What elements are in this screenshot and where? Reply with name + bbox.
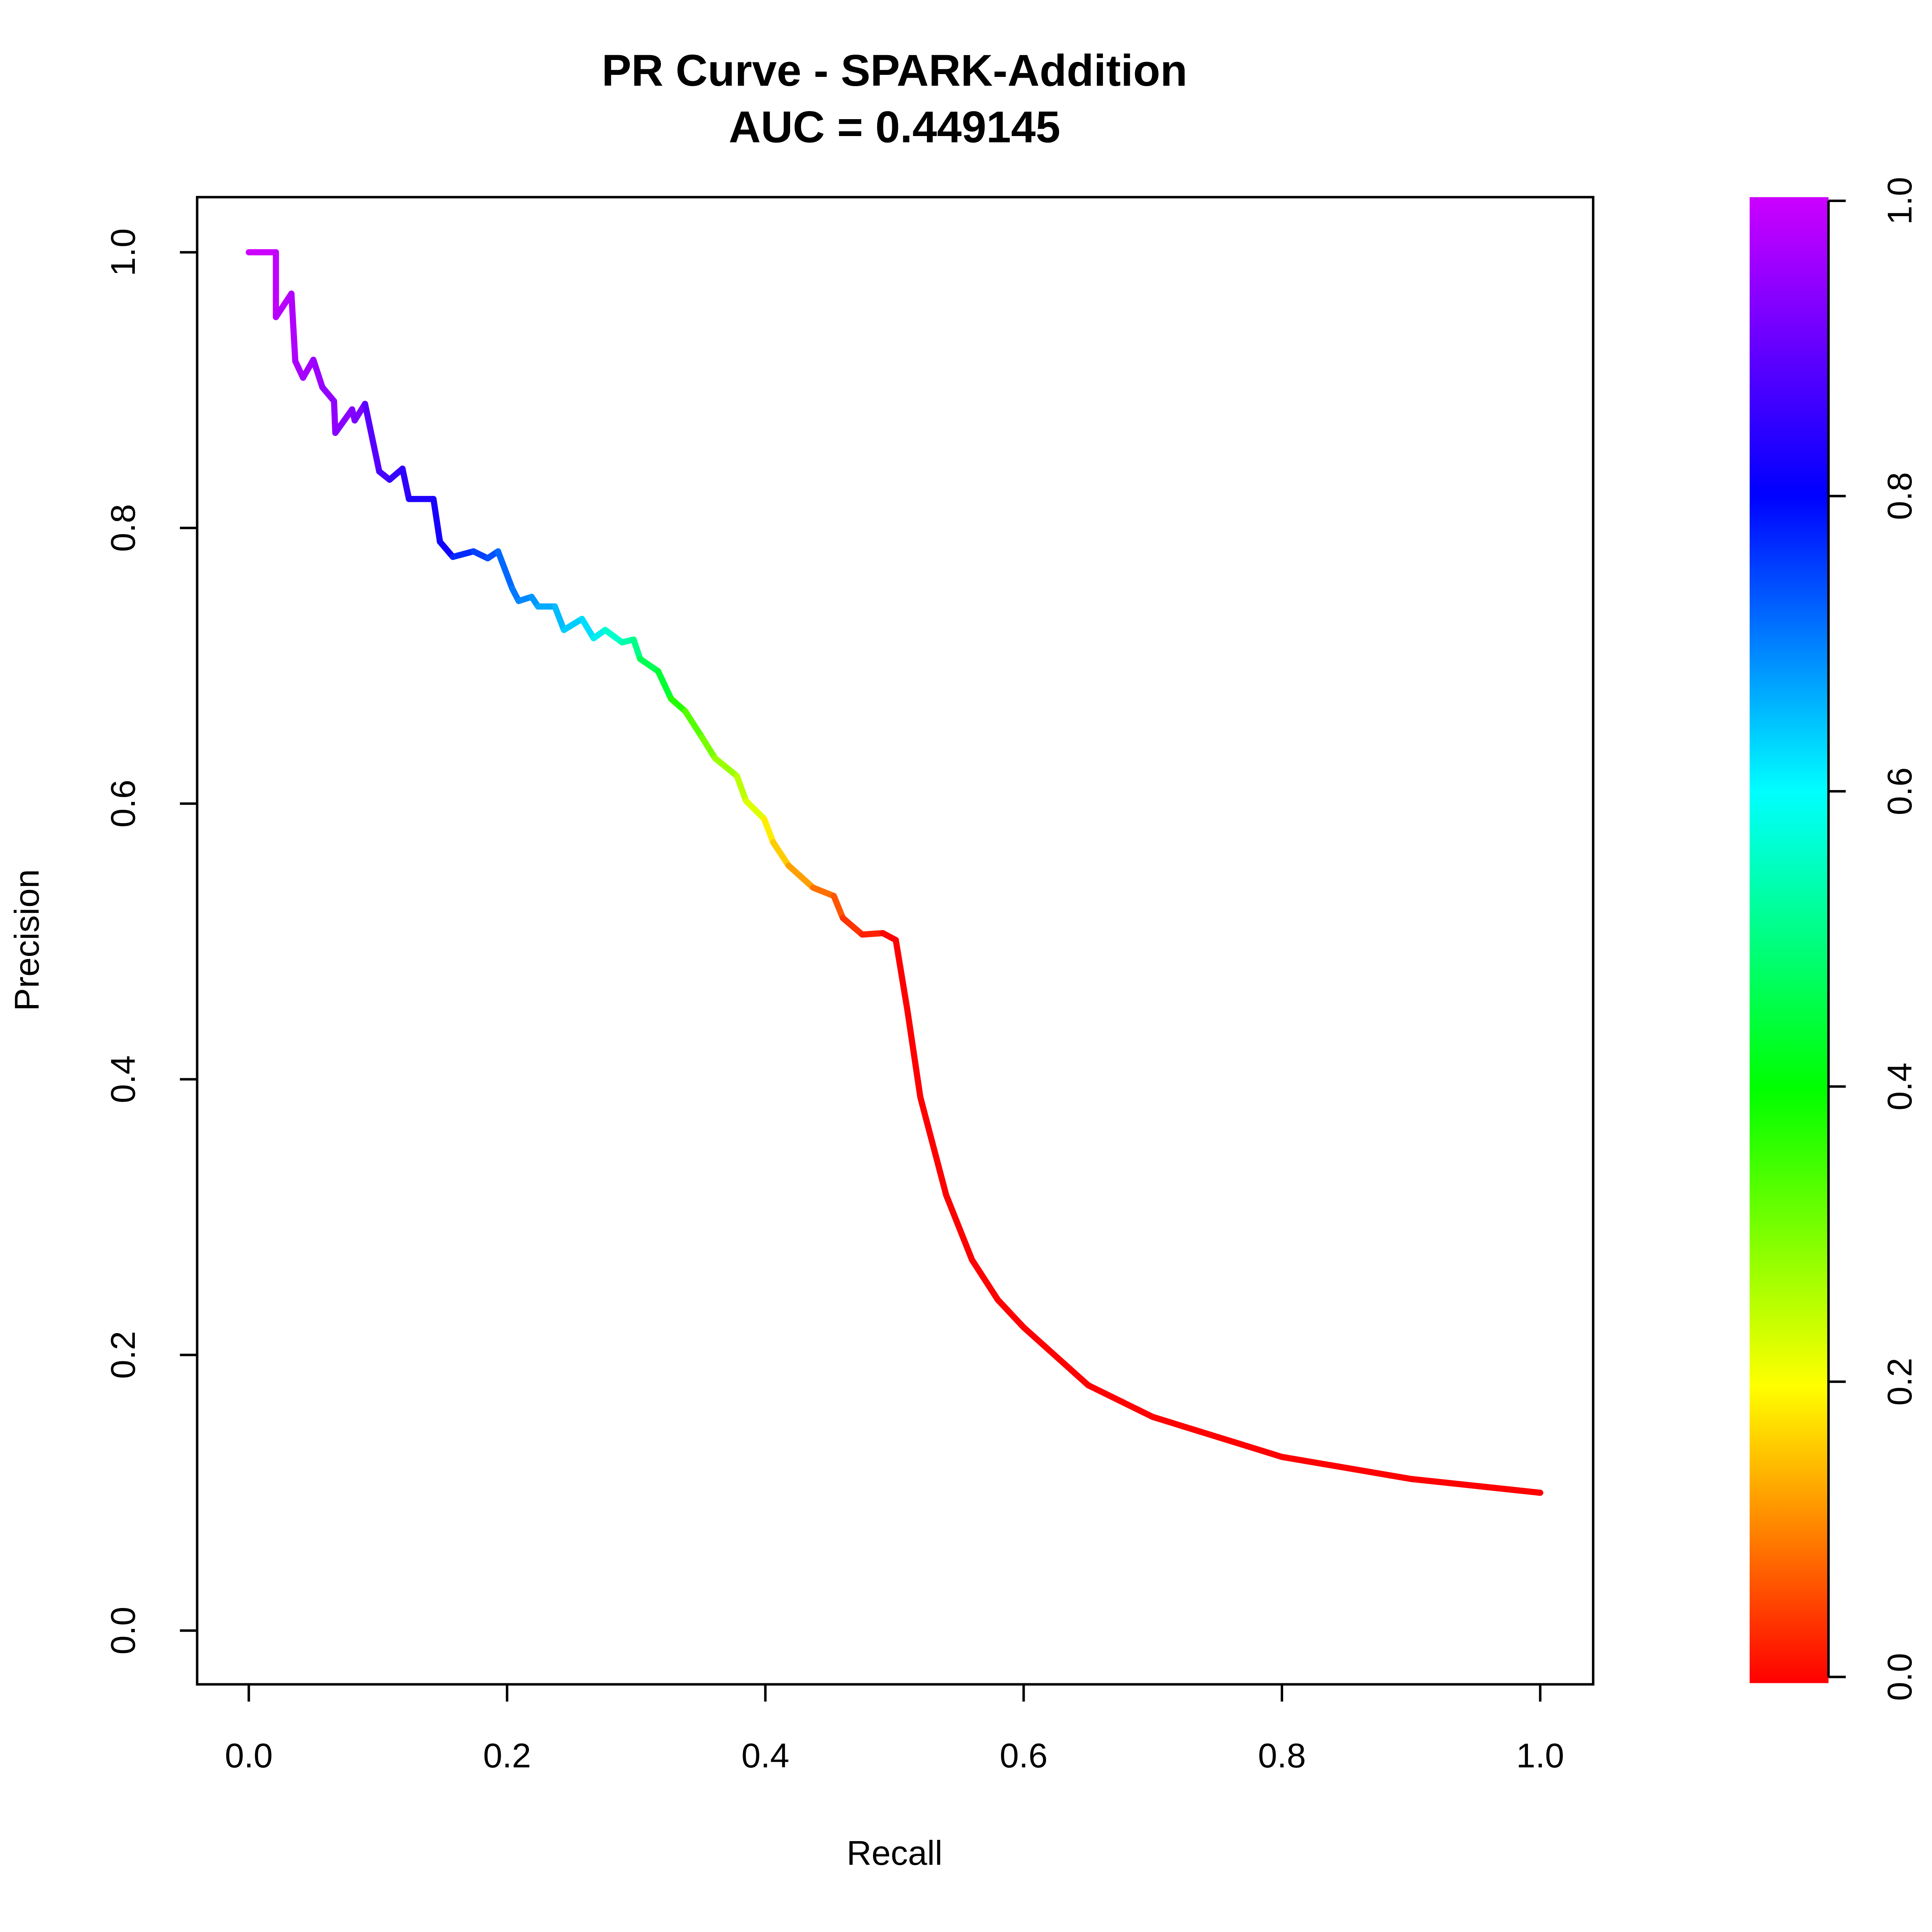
curve-segment bbox=[630, 636, 643, 662]
curve-segment bbox=[943, 1192, 975, 1263]
x-tick-label: 1.0 bbox=[1516, 1736, 1564, 1775]
colorbar-tick-label: 0.6 bbox=[1880, 767, 1919, 815]
x-tick-label: 0.0 bbox=[225, 1736, 273, 1775]
curve-segment bbox=[668, 696, 689, 714]
chart-subtitle: AUC = 0.449145 bbox=[729, 103, 1061, 152]
curve-segment bbox=[995, 1296, 1027, 1331]
x-tick-label: 0.6 bbox=[1000, 1736, 1048, 1775]
colorbar bbox=[1749, 197, 1829, 1683]
y-tick-label: 1.0 bbox=[104, 228, 142, 276]
curve-segment bbox=[495, 548, 516, 592]
curve-segment bbox=[551, 603, 567, 633]
curve-segment bbox=[602, 627, 625, 646]
curve-segment bbox=[859, 930, 886, 938]
curve-segment bbox=[830, 893, 846, 921]
curve-segment bbox=[288, 290, 299, 364]
curve-segment bbox=[712, 755, 740, 779]
curve-segment bbox=[579, 615, 597, 642]
curve-segment bbox=[743, 798, 767, 822]
curve-segment bbox=[904, 1007, 924, 1100]
curve-segment bbox=[331, 398, 339, 436]
colorbar-tick-label: 0.0 bbox=[1880, 1653, 1919, 1701]
x-axis-label: Recall bbox=[846, 1834, 942, 1872]
curve-segment bbox=[785, 862, 816, 891]
curve-segment bbox=[362, 400, 382, 475]
curve-segment bbox=[561, 615, 585, 633]
curve-segment bbox=[437, 539, 456, 560]
curve-segment bbox=[1408, 1476, 1544, 1496]
curve-segment bbox=[310, 357, 326, 391]
curve-segment bbox=[682, 708, 705, 741]
y-tick-label: 0.4 bbox=[104, 1055, 142, 1103]
curve-segment bbox=[969, 1257, 1001, 1303]
y-tick-label: 0.2 bbox=[104, 1331, 142, 1379]
colorbar-tick-label: 1.0 bbox=[1880, 177, 1919, 225]
curve-segment bbox=[810, 884, 837, 899]
curve-segment bbox=[761, 815, 776, 846]
curve-segment bbox=[734, 773, 749, 804]
curve-segment bbox=[1085, 1382, 1156, 1420]
curve-segment bbox=[399, 465, 412, 502]
curve-segment bbox=[637, 656, 661, 675]
y-tick-label: 0.6 bbox=[104, 780, 142, 828]
curve-segment bbox=[1150, 1414, 1285, 1460]
curve-segment bbox=[655, 668, 674, 702]
curve-segment bbox=[699, 734, 718, 762]
y-tick-label: 0.0 bbox=[104, 1607, 142, 1655]
colorbar-tick-label: 0.4 bbox=[1880, 1063, 1919, 1110]
colorbar-tick-label: 0.2 bbox=[1880, 1358, 1919, 1406]
curve-segment bbox=[332, 406, 355, 436]
curve-segment bbox=[840, 915, 865, 938]
x-tick-label: 0.2 bbox=[483, 1736, 531, 1775]
curve-segment bbox=[450, 548, 477, 560]
chart-title: PR Curve - SPARK-Addition bbox=[602, 46, 1187, 95]
plot-frame bbox=[196, 196, 1595, 1686]
x-tick-label: 0.4 bbox=[741, 1736, 789, 1775]
curve-segment bbox=[1279, 1454, 1414, 1482]
curve-segment bbox=[917, 1094, 949, 1198]
y-tick-label: 0.8 bbox=[104, 504, 142, 552]
curve-segment bbox=[430, 496, 443, 545]
curve-segment bbox=[1020, 1324, 1092, 1389]
curve-segment bbox=[892, 937, 911, 1013]
colorbar-tick-label: 0.8 bbox=[1880, 472, 1919, 520]
y-axis-label: Precision bbox=[8, 869, 46, 1011]
curve-segment bbox=[770, 839, 792, 869]
x-tick-label: 0.8 bbox=[1258, 1736, 1306, 1775]
